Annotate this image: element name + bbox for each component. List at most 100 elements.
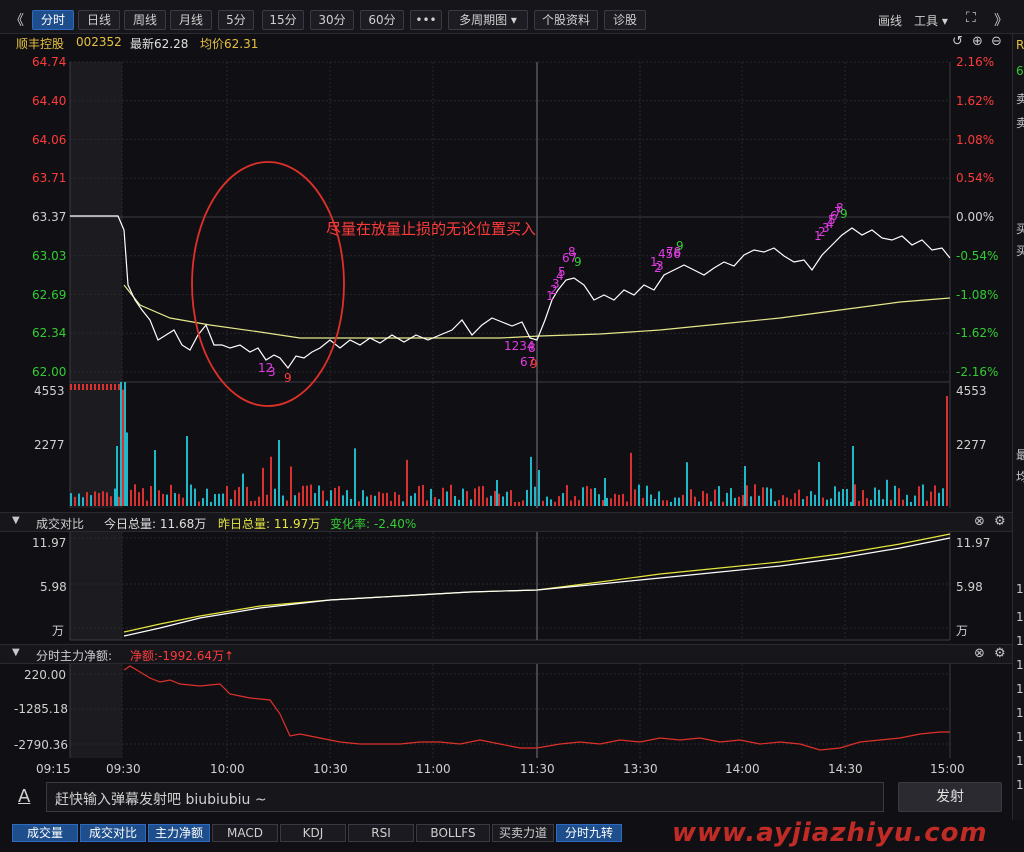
tab-5min[interactable]: 5分 [218, 10, 254, 30]
nine-turn-label: 7 [834, 205, 842, 219]
volume-bar [94, 491, 96, 506]
volume-bar [662, 500, 664, 506]
volume-bar [826, 499, 828, 506]
tab-macd[interactable]: MACD [212, 824, 278, 842]
undo-icon[interactable]: ↺ [952, 34, 963, 49]
volume-bar [134, 484, 136, 506]
send-button[interactable]: 发射 [898, 782, 1002, 812]
volume-bar [194, 488, 196, 506]
volume-bar [418, 486, 420, 506]
tab-rsi[interactable]: RSI [348, 824, 414, 842]
compare-chart[interactable] [0, 532, 1012, 644]
volume-bar [902, 499, 904, 506]
nine-turn-label: 78 [666, 245, 681, 259]
volume-bar [90, 384, 92, 390]
volume-bar [250, 501, 252, 506]
today-volume-line [123, 537, 951, 637]
volume-bar [438, 499, 440, 506]
tab-buy-sell-force[interactable]: 买卖力道 [492, 824, 554, 842]
volume-bar [882, 499, 884, 506]
volume-bar [802, 499, 804, 506]
tab-30min[interactable]: 30分 [310, 10, 354, 30]
side-panel-text: 均 [1016, 468, 1024, 485]
settings-icon[interactable]: ⚙ [994, 514, 1006, 529]
more-button[interactable]: ••• [410, 10, 442, 30]
tab-kdj[interactable]: KDJ [280, 824, 346, 842]
volume-bar [116, 446, 118, 506]
tab-15min[interactable]: 15分 [262, 10, 304, 30]
collapse-icon[interactable]: ▼ [12, 515, 20, 526]
close-panel-icon[interactable]: ⊗ [974, 646, 985, 661]
volume-bar [230, 499, 232, 506]
volume-bar [658, 491, 660, 506]
close-panel-icon[interactable]: ⊗ [974, 514, 985, 529]
volume-bar [578, 500, 580, 506]
volume-bar [674, 497, 676, 506]
volume-bar [942, 488, 944, 506]
tab-nine-turn[interactable]: 分时九转 [556, 824, 622, 842]
volume-bar [554, 501, 556, 506]
tab-main-net[interactable]: 主力净额 [148, 824, 210, 842]
volume-bar [266, 494, 268, 506]
volume-bar [410, 495, 412, 506]
price-tick-left: 63.71 [32, 171, 67, 186]
time-tick: 10:30 [313, 762, 348, 776]
back-icon[interactable]: 《 [10, 13, 24, 29]
forward-icon[interactable]: 》 [994, 13, 1008, 29]
nine-turn-label: 5 [558, 265, 566, 279]
tab-bollfs[interactable]: BOLLFS [416, 824, 490, 842]
draw-line-button[interactable]: 画线 [878, 14, 903, 28]
danmu-icon[interactable]: A [18, 786, 31, 807]
tab-daily[interactable]: 日线 [78, 10, 120, 30]
volume-bar [654, 498, 656, 506]
nine-turn-label: 4 [556, 269, 564, 283]
volume-bar [526, 489, 528, 506]
volume-bar [738, 496, 740, 506]
danmu-input[interactable]: 赶快输入弹幕发射吧 biubiubiu ~ [46, 782, 884, 812]
volume-bar [698, 501, 700, 506]
volume-bar [594, 487, 596, 506]
volume-bar [874, 487, 876, 506]
fullscreen-icon[interactable]: ⛶ [966, 10, 976, 26]
collapse-icon[interactable]: ▼ [12, 647, 20, 658]
tools-dropdown[interactable]: 工具 ▾ [914, 14, 948, 28]
tab-60min[interactable]: 60分 [360, 10, 404, 30]
volume-bar [546, 496, 548, 506]
volume-bar [366, 496, 368, 506]
stock-info-button[interactable]: 个股资料 [534, 10, 598, 30]
volume-bar [830, 498, 832, 506]
zoom-in-icon[interactable]: ⊕ [972, 34, 983, 49]
volume-bar [206, 488, 208, 506]
settings-icon[interactable]: ⚙ [994, 646, 1006, 661]
multi-period-dropdown[interactable]: 多周期图 ▾ [448, 10, 528, 30]
volume-bar [586, 485, 588, 506]
volume-bar [386, 492, 388, 506]
main-flow-chart[interactable] [0, 664, 1012, 760]
tab-weekly[interactable]: 周线 [124, 10, 166, 30]
volume-bar [926, 500, 928, 506]
volume-bar [786, 497, 788, 506]
flow-axis-top: 220.00 [24, 668, 66, 682]
volume-bar [590, 488, 592, 506]
volume-bar [690, 489, 692, 506]
zoom-out-icon[interactable]: ⊖ [991, 34, 1002, 49]
volume-bar [762, 487, 764, 506]
tab-volume-compare[interactable]: 成交对比 [80, 824, 146, 842]
diagnose-button[interactable]: 诊股 [604, 10, 646, 30]
volume-bar [294, 495, 296, 506]
volume-bar [782, 495, 784, 506]
volume-bar [710, 501, 712, 506]
tab-intraday[interactable]: 分时 [32, 10, 74, 30]
nine-turn-label: 8 [836, 201, 844, 215]
volume-bar [346, 490, 348, 506]
side-panel-text: 最 [1016, 446, 1024, 463]
volume-bar [518, 501, 520, 506]
volume-bar [538, 470, 540, 506]
price-tick-left: 62.69 [32, 287, 67, 302]
tab-volume[interactable]: 成交量 [12, 824, 78, 842]
volume-bar [330, 490, 332, 506]
volume-bar [622, 493, 624, 506]
volume-bar [430, 488, 432, 506]
tab-monthly[interactable]: 月线 [170, 10, 212, 30]
